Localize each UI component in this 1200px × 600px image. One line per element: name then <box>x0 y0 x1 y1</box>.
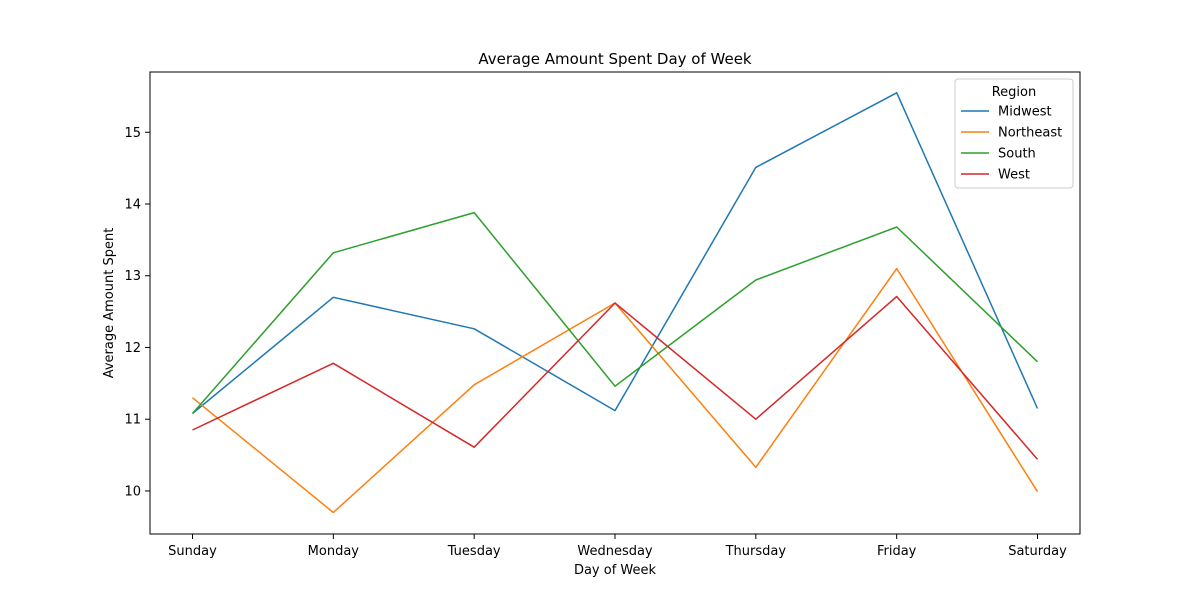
x-axis-label: Day of Week <box>574 563 657 578</box>
chart-title: Average Amount Spent Day of Week <box>478 50 752 68</box>
legend-entries: Midwest Northeast South West <box>961 105 1062 183</box>
series-line-west <box>192 295 1039 460</box>
legend-label-northeast: Northeast <box>998 126 1062 141</box>
series-line-midwest <box>192 92 1039 415</box>
legend-box <box>954 78 1074 189</box>
legend: Region Midwest Northeast South West <box>954 78 1074 189</box>
x-tick-label: Wednesday <box>577 544 653 559</box>
x-tick-label: Saturday <box>1008 544 1067 559</box>
y-tick-label: 12 <box>124 341 141 356</box>
plot-frame <box>149 71 1081 535</box>
series-line-south <box>191 211 1039 414</box>
y-axis-label: Average Amount Spent <box>102 228 117 379</box>
y-tick-label: 14 <box>124 198 141 213</box>
x-tick-label: Sunday <box>168 544 217 559</box>
legend-label-south: South <box>998 147 1036 162</box>
y-axis-ticks: 10 11 12 13 14 15 <box>124 126 150 499</box>
series-lines <box>191 92 1039 514</box>
x-tick-label: Thursday <box>725 544 787 559</box>
legend-title: Region <box>992 85 1037 100</box>
y-tick-label: 13 <box>124 269 141 284</box>
x-tick-label: Tuesday <box>447 544 501 559</box>
x-tick-label: Friday <box>877 544 917 559</box>
legend-label-west: West <box>998 168 1030 183</box>
x-axis-ticks: Sunday Monday Tuesday Wednesday Thursday Frid… <box>168 534 1067 559</box>
legend-label-midwest: Midwest <box>998 105 1052 120</box>
y-tick-label: 15 <box>124 126 141 141</box>
x-tick-label: Monday <box>308 544 360 559</box>
y-tick-label: 11 <box>124 413 141 428</box>
y-tick-label: 10 <box>124 484 141 499</box>
